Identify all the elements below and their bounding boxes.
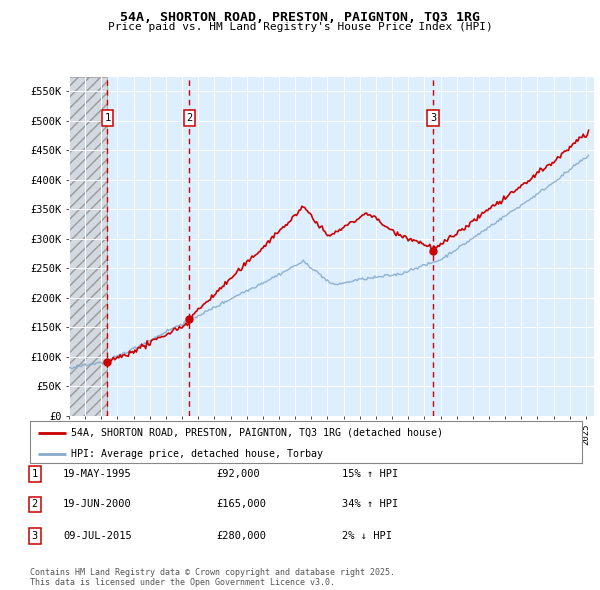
Text: 19-MAY-1995: 19-MAY-1995 [63,469,132,478]
Text: £92,000: £92,000 [216,469,260,478]
Text: 3: 3 [430,113,436,123]
Text: 2: 2 [32,500,38,509]
Text: 34% ↑ HPI: 34% ↑ HPI [342,500,398,509]
Text: Contains HM Land Registry data © Crown copyright and database right 2025.
This d: Contains HM Land Registry data © Crown c… [30,568,395,587]
Text: 19-JUN-2000: 19-JUN-2000 [63,500,132,509]
Text: 2% ↓ HPI: 2% ↓ HPI [342,531,392,540]
Text: Price paid vs. HM Land Registry's House Price Index (HPI): Price paid vs. HM Land Registry's House … [107,22,493,32]
Text: 3: 3 [32,531,38,540]
Text: 15% ↑ HPI: 15% ↑ HPI [342,469,398,478]
Text: £165,000: £165,000 [216,500,266,509]
Text: £280,000: £280,000 [216,531,266,540]
Bar [69,77,107,416]
Bar [69,77,107,416]
Text: 09-JUL-2015: 09-JUL-2015 [63,531,132,540]
Text: 2: 2 [187,113,193,123]
Text: 1: 1 [32,469,38,478]
Text: 1: 1 [104,113,110,123]
Text: 54A, SHORTON ROAD, PRESTON, PAIGNTON, TQ3 1RG (detached house): 54A, SHORTON ROAD, PRESTON, PAIGNTON, TQ… [71,428,443,438]
Text: HPI: Average price, detached house, Torbay: HPI: Average price, detached house, Torb… [71,449,323,459]
Text: 54A, SHORTON ROAD, PRESTON, PAIGNTON, TQ3 1RG: 54A, SHORTON ROAD, PRESTON, PAIGNTON, TQ… [120,11,480,24]
